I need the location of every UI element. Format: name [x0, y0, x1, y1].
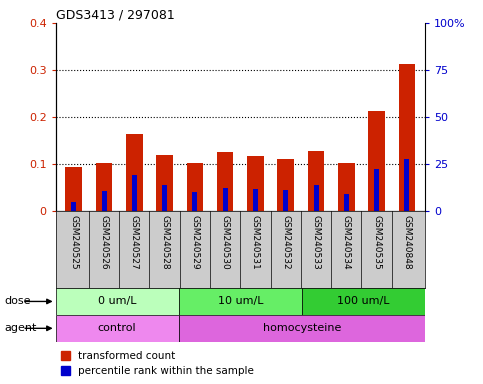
Text: GSM240530: GSM240530 — [221, 215, 229, 270]
Text: homocysteine: homocysteine — [263, 323, 341, 333]
Text: agent: agent — [5, 323, 37, 333]
Bar — [247, 156, 264, 211]
Bar — [404, 159, 410, 211]
Text: 0 um/L: 0 um/L — [98, 296, 136, 306]
Bar — [217, 152, 233, 211]
Text: dose: dose — [5, 296, 31, 306]
Text: control: control — [98, 323, 136, 333]
Bar — [65, 167, 82, 211]
Text: GSM240533: GSM240533 — [312, 215, 321, 270]
Bar — [96, 163, 113, 211]
Bar — [156, 155, 173, 211]
Text: 100 um/L: 100 um/L — [337, 296, 390, 306]
FancyBboxPatch shape — [56, 315, 179, 342]
Bar — [126, 134, 142, 211]
FancyBboxPatch shape — [179, 288, 302, 315]
Text: GSM240529: GSM240529 — [190, 215, 199, 270]
Text: GSM240848: GSM240848 — [402, 215, 412, 270]
FancyBboxPatch shape — [302, 288, 425, 315]
Bar — [277, 159, 294, 211]
Text: GSM240526: GSM240526 — [99, 215, 109, 270]
Bar — [132, 175, 137, 211]
Text: GSM240532: GSM240532 — [281, 215, 290, 270]
FancyBboxPatch shape — [56, 288, 179, 315]
Bar — [101, 191, 107, 211]
Bar — [253, 189, 258, 211]
Bar — [192, 192, 198, 211]
Legend: transformed count, percentile rank within the sample: transformed count, percentile rank withi… — [61, 351, 255, 376]
Bar — [162, 185, 167, 211]
Bar — [398, 65, 415, 211]
Bar — [368, 111, 385, 211]
Bar — [283, 190, 288, 211]
Bar — [374, 169, 379, 211]
Bar — [186, 163, 203, 211]
Text: GSM240535: GSM240535 — [372, 215, 381, 270]
Bar — [344, 194, 349, 211]
Bar — [308, 151, 325, 211]
Bar — [71, 202, 76, 211]
Text: GSM240525: GSM240525 — [69, 215, 78, 270]
Text: GDS3413 / 297081: GDS3413 / 297081 — [56, 9, 174, 22]
Text: GSM240531: GSM240531 — [251, 215, 260, 270]
Text: GSM240528: GSM240528 — [160, 215, 169, 270]
Text: GSM240527: GSM240527 — [130, 215, 139, 270]
Bar — [338, 163, 355, 211]
Bar — [313, 185, 318, 211]
Text: 10 um/L: 10 um/L — [217, 296, 263, 306]
FancyBboxPatch shape — [179, 315, 425, 342]
Text: GSM240534: GSM240534 — [342, 215, 351, 270]
Bar — [223, 188, 227, 211]
